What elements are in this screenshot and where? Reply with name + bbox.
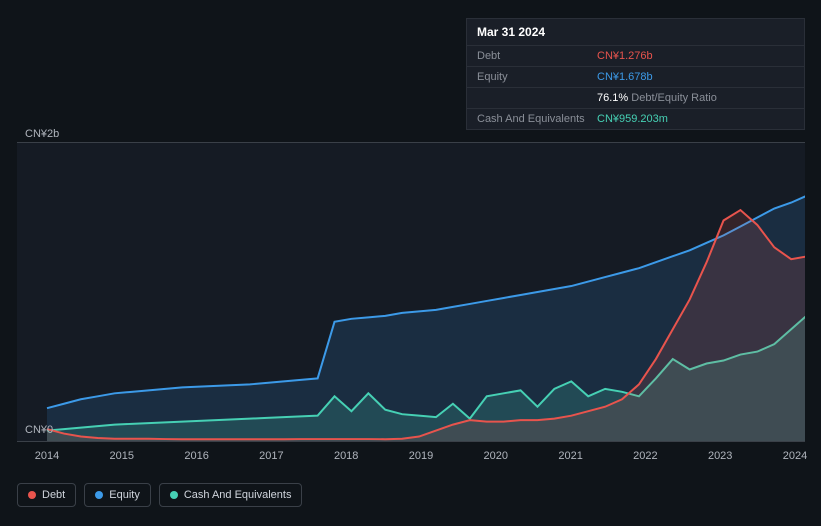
- chart-svg: [17, 143, 805, 441]
- tooltip-row: DebtCN¥1.276b: [467, 45, 804, 66]
- legend-dot-icon: [170, 491, 178, 499]
- legend-label: Debt: [42, 489, 65, 501]
- legend-item-equity[interactable]: Equity: [84, 483, 151, 507]
- tooltip-date: Mar 31 2024: [467, 19, 804, 45]
- x-axis-tick: 2018: [334, 450, 358, 462]
- y-axis-top-label: CN¥2b: [25, 128, 59, 140]
- tooltip-row: Cash And EquivalentsCN¥959.203m: [467, 108, 804, 129]
- x-axis-tick: 2020: [484, 450, 508, 462]
- legend-label: Cash And Equivalents: [184, 489, 292, 501]
- tooltip-label: [477, 92, 597, 104]
- x-axis-tick: 2016: [184, 450, 208, 462]
- tooltip-label: Debt: [477, 50, 597, 62]
- legend-dot-icon: [28, 491, 36, 499]
- legend: Debt Equity Cash And Equivalents: [17, 483, 302, 507]
- x-axis-tick: 2023: [708, 450, 732, 462]
- tooltip-value: 76.1% Debt/Equity Ratio: [597, 92, 717, 104]
- tooltip-value: CN¥959.203m: [597, 113, 668, 125]
- x-axis-tick: 2024: [783, 450, 807, 462]
- tooltip-label: Cash And Equivalents: [477, 113, 597, 125]
- x-axis-tick: 2015: [110, 450, 134, 462]
- tooltip-value: CN¥1.276b: [597, 50, 653, 62]
- tooltip-value: CN¥1.678b: [597, 71, 653, 83]
- tooltip-box: Mar 31 2024 DebtCN¥1.276bEquityCN¥1.678b…: [466, 18, 805, 130]
- chart-area: [17, 142, 805, 442]
- x-axis-tick: 2019: [409, 450, 433, 462]
- legend-dot-icon: [95, 491, 103, 499]
- x-axis-tick: 2017: [259, 450, 283, 462]
- legend-item-cash-and-equivalents[interactable]: Cash And Equivalents: [159, 483, 303, 507]
- x-axis-tick: 2014: [35, 450, 59, 462]
- x-axis-tick: 2022: [633, 450, 657, 462]
- legend-item-debt[interactable]: Debt: [17, 483, 76, 507]
- legend-label: Equity: [109, 489, 140, 501]
- x-axis-tick: 2021: [558, 450, 582, 462]
- tooltip-row: EquityCN¥1.678b: [467, 66, 804, 87]
- tooltip-row: 76.1% Debt/Equity Ratio: [467, 87, 804, 108]
- tooltip-label: Equity: [477, 71, 597, 83]
- y-axis-bottom-label: CN¥0: [25, 424, 53, 436]
